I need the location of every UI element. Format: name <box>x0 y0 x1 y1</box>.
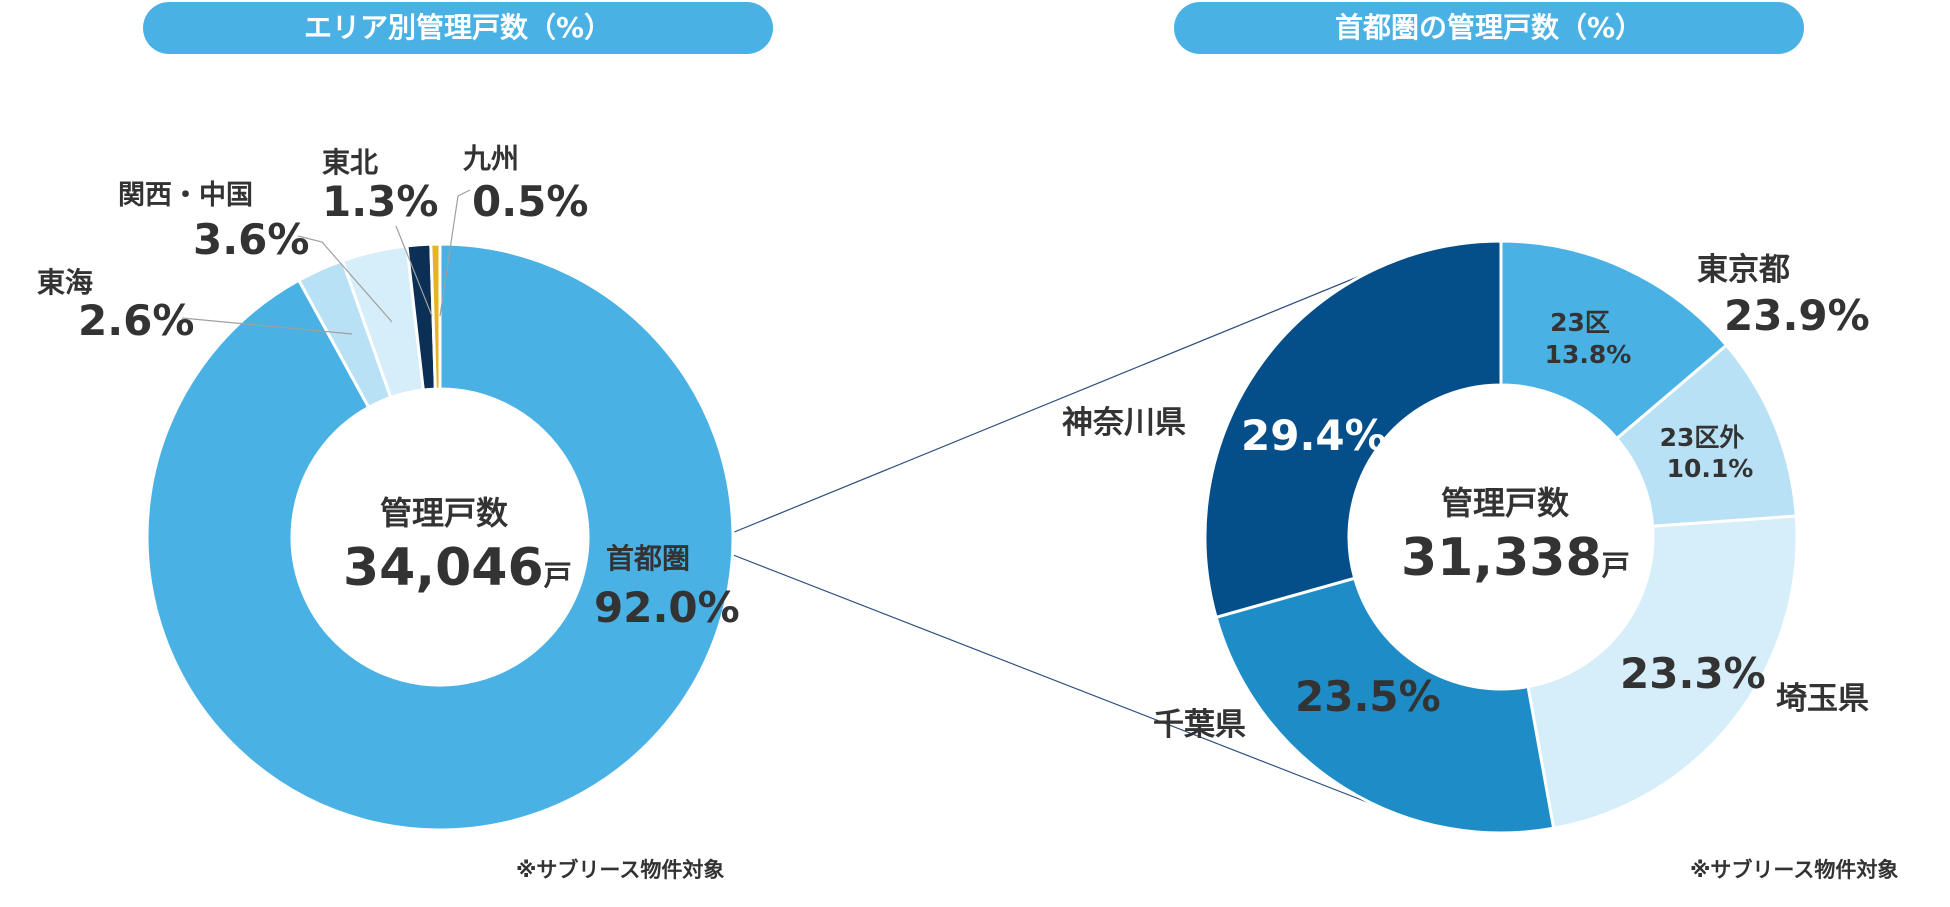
leader-tokai <box>181 317 353 335</box>
connector-line-bottom <box>704 543 1373 805</box>
label-23ku-value: 13.8% <box>1545 340 1632 369</box>
label-tokyo-value: 23.9% <box>1724 291 1870 340</box>
slice-kanagawa <box>1203 239 1503 620</box>
left-center-label: 管理戸数 <box>380 494 509 532</box>
connector-line-top <box>704 257 1405 545</box>
slice-chiba <box>1214 576 1556 835</box>
label-kanagawa-value: 29.4% <box>1241 411 1387 460</box>
label-shutoken-value: 92.0% <box>594 583 740 632</box>
left-center-value: 34,046戸 <box>343 538 572 598</box>
label-kansai-value: 3.6% <box>193 215 309 264</box>
right-center-value: 31,338戸 <box>1401 528 1630 588</box>
slice-23ku <box>1499 239 1729 441</box>
left-chart-title: エリア別管理戸数（%） <box>143 2 773 54</box>
zoom-connectors <box>704 257 1405 805</box>
slice-saitama <box>1526 514 1799 831</box>
slice-kyushu <box>429 242 442 391</box>
label-saitama-value: 23.3% <box>1620 649 1766 698</box>
label-23ku-name: 23区 <box>1550 308 1610 337</box>
label-kanagawa-name: 神奈川県 <box>1062 405 1186 441</box>
leader-kansai <box>297 235 393 323</box>
label-tokai-name: 東海 <box>37 266 93 299</box>
label-kyushu-name: 九州 <box>463 142 519 175</box>
right-chart-title: 首都圏の管理戸数（%） <box>1174 2 1804 54</box>
label-shutoken-name: 首都圏 <box>606 542 690 575</box>
left-donut <box>145 242 735 832</box>
right-footnote: ※サブリース物件対象 <box>1690 858 1899 882</box>
label-tokai-value: 2.6% <box>78 296 194 345</box>
right-donut <box>1203 239 1799 835</box>
leader-kyushu <box>439 189 471 317</box>
leader-tohoku <box>395 225 433 317</box>
label-kansai-name: 関西・中国 <box>118 180 253 211</box>
left-footnote: ※サブリース物件対象 <box>516 858 725 882</box>
label-chiba-name: 千葉県 <box>1153 707 1246 743</box>
label-tohoku-name: 東北 <box>322 146 378 179</box>
chart-labels: 管理戸数 34,046戸 首都圏 92.0% 東海2.6% 関西・中国 3.6% 東北1.3%… <box>37 142 1870 743</box>
slice-shutoken <box>145 242 735 832</box>
label-kyushu-value: 0.5% <box>472 177 588 226</box>
label-23ku-gai-value: 10.1% <box>1667 454 1754 483</box>
label-23ku-gai-name: 23区外 <box>1660 423 1745 452</box>
label-saitama-name: 埼玉県 <box>1776 681 1869 717</box>
label-tohoku-value: 1.3% <box>322 177 438 226</box>
label-chiba-value: 23.5% <box>1295 672 1441 721</box>
right-center-label: 管理戸数 <box>1441 484 1570 522</box>
label-tokyo-name: 東京都 <box>1697 252 1790 288</box>
